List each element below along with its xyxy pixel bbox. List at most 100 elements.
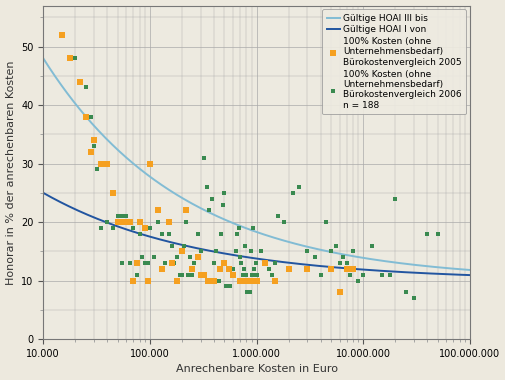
Y-axis label: Honorar in % der anrechenbaren Kosten: Honorar in % der anrechenbaren Kosten (6, 60, 16, 285)
100% Kosten (ohne
Unternehmensbedarf)
Bürokostenvergleich 2006
n = 188 (135, 231, 143, 237)
100% Kosten (ohne
Unternehmensbedarf)
Bürokostenvergleich 2005 (90, 137, 98, 143)
100% Kosten (ohne
Unternehmensbedarf)
Bürokostenvergleich 2006
n = 188 (230, 272, 238, 278)
100% Kosten (ohne
Unternehmensbedarf)
Bürokostenvergleich 2006
n = 188 (154, 219, 162, 225)
100% Kosten (ohne
Unternehmensbedarf)
Bürokostenvergleich 2005 (126, 219, 134, 225)
100% Kosten (ohne
Unternehmensbedarf)
Bürokostenvergleich 2006
n = 188 (235, 254, 243, 260)
100% Kosten (ohne
Unternehmensbedarf)
Bürokostenvergleich 2005 (141, 225, 149, 231)
100% Kosten (ohne
Unternehmensbedarf)
Bürokostenvergleich 2006
n = 188 (167, 242, 175, 249)
100% Kosten (ohne
Unternehmensbedarf)
Bürokostenvergleich 2005 (122, 219, 130, 225)
100% Kosten (ohne
Unternehmensbedarf)
Bürokostenvergleich 2006
n = 188 (234, 225, 242, 231)
Line: Gültige HOAI III bis: Gültige HOAI III bis (43, 58, 469, 270)
100% Kosten (ohne
Unternehmensbedarf)
Bürokostenvergleich 2006
n = 188 (205, 207, 213, 214)
100% Kosten (ohne
Unternehmensbedarf)
Bürokostenvergleich 2005 (58, 32, 66, 38)
100% Kosten (ohne
Unternehmensbedarf)
Bürokostenvergleich 2006
n = 188 (354, 278, 362, 284)
100% Kosten (ohne
Unternehmensbedarf)
Bürokostenvergleich 2006
n = 188 (103, 219, 111, 225)
100% Kosten (ohne
Unternehmensbedarf)
Bürokostenvergleich 2006
n = 188 (132, 272, 140, 278)
100% Kosten (ohne
Unternehmensbedarf)
Bürokostenvergleich 2006
n = 188 (377, 272, 385, 278)
100% Kosten (ohne
Unternehmensbedarf)
Bürokostenvergleich 2006
n = 188 (207, 196, 215, 202)
100% Kosten (ohne
Unternehmensbedarf)
Bürokostenvergleich 2006
n = 188 (224, 283, 232, 290)
Gültige HOAI III bis (271, 236, 277, 240)
100% Kosten (ohne
Unternehmensbedarf)
Bürokostenvergleich 2006
n = 188 (261, 260, 269, 266)
100% Kosten (ohne
Unternehmensbedarf)
Bürokostenvergleich 2006
n = 188 (114, 213, 122, 219)
100% Kosten (ohne
Unternehmensbedarf)
Bürokostenvergleich 2006
n = 188 (237, 260, 245, 266)
100% Kosten (ohne
Unternehmensbedarf)
Bürokostenvergleich 2006
n = 188 (247, 272, 255, 278)
Gültige HOAI I von (456, 272, 462, 277)
100% Kosten (ohne
Unternehmensbedarf)
Bürokostenvergleich 2006
n = 188 (109, 225, 117, 231)
100% Kosten (ohne
Unternehmensbedarf)
Bürokostenvergleich 2005 (103, 160, 111, 166)
100% Kosten (ohne
Unternehmensbedarf)
Bürokostenvergleich 2006
n = 188 (212, 249, 220, 255)
100% Kosten (ohne
Unternehmensbedarf)
Bürokostenvergleich 2006
n = 188 (87, 114, 95, 120)
100% Kosten (ohne
Unternehmensbedarf)
Bürokostenvergleich 2006
n = 188 (210, 260, 218, 266)
100% Kosten (ohne
Unternehmensbedarf)
Bürokostenvergleich 2006
n = 188 (345, 272, 353, 278)
100% Kosten (ohne
Unternehmensbedarf)
Bürokostenvergleich 2005 (135, 219, 143, 225)
Gültige HOAI I von (245, 255, 251, 260)
100% Kosten (ohne
Unternehmensbedarf)
Bürokostenvergleich 2005 (235, 278, 243, 284)
100% Kosten (ohne
Unternehmensbedarf)
Bürokostenvergleich 2005 (154, 207, 162, 214)
100% Kosten (ohne
Unternehmensbedarf)
Bürokostenvergleich 2006
n = 188 (220, 190, 228, 196)
100% Kosten (ohne
Unternehmensbedarf)
Bürokostenvergleich 2005 (224, 266, 232, 272)
100% Kosten (ohne
Unternehmensbedarf)
Bürokostenvergleich 2005 (303, 266, 311, 272)
100% Kosten (ohne
Unternehmensbedarf)
Bürokostenvergleich 2006
n = 188 (231, 249, 239, 255)
100% Kosten (ohne
Unternehmensbedarf)
Bürokostenvergleich 2006
n = 188 (288, 190, 296, 196)
Line: Gültige HOAI I von: Gültige HOAI I von (43, 193, 469, 275)
100% Kosten (ohne
Unternehmensbedarf)
Bürokostenvergleich 2005 (284, 266, 292, 272)
100% Kosten (ohne
Unternehmensbedarf)
Bürokostenvergleich 2005 (97, 160, 105, 166)
100% Kosten (ohne
Unternehmensbedarf)
Bürokostenvergleich 2005 (215, 266, 223, 272)
100% Kosten (ohne
Unternehmensbedarf)
Bürokostenvergleich 2005 (247, 278, 255, 284)
100% Kosten (ohne
Unternehmensbedarf)
Bürokostenvergleich 2005 (220, 260, 228, 266)
100% Kosten (ohne
Unternehmensbedarf)
Bürokostenvergleich 2005 (173, 278, 181, 284)
100% Kosten (ohne
Unternehmensbedarf)
Bürokostenvergleich 2006
n = 188 (193, 231, 201, 237)
100% Kosten (ohne
Unternehmensbedarf)
Bürokostenvergleich 2006
n = 188 (158, 231, 166, 237)
100% Kosten (ohne
Unternehmensbedarf)
Bürokostenvergleich 2005 (118, 219, 126, 225)
100% Kosten (ohne
Unternehmensbedarf)
Bürokostenvergleich 2006
n = 188 (245, 289, 253, 295)
100% Kosten (ohne
Unternehmensbedarf)
Bürokostenvergleich 2005 (114, 219, 122, 225)
100% Kosten (ohne
Unternehmensbedarf)
Bürokostenvergleich 2005 (87, 149, 95, 155)
100% Kosten (ohne
Unternehmensbedarf)
Bürokostenvergleich 2006
n = 188 (359, 272, 367, 278)
100% Kosten (ohne
Unternehmensbedarf)
Bürokostenvergleich 2006
n = 188 (326, 249, 334, 255)
100% Kosten (ohne
Unternehmensbedarf)
Bürokostenvergleich 2006
n = 188 (214, 278, 222, 284)
100% Kosten (ohne
Unternehmensbedarf)
Bürokostenvergleich 2006
n = 188 (129, 225, 137, 231)
100% Kosten (ohne
Unternehmensbedarf)
Bürokostenvergleich 2006
n = 188 (322, 219, 330, 225)
100% Kosten (ohne
Unternehmensbedarf)
Bürokostenvergleich 2006
n = 188 (178, 272, 186, 278)
100% Kosten (ohne
Unternehmensbedarf)
Bürokostenvergleich 2005 (178, 249, 186, 255)
100% Kosten (ohne
Unternehmensbedarf)
Bürokostenvergleich 2006
n = 188 (279, 219, 287, 225)
100% Kosten (ohne
Unternehmensbedarf)
Bürokostenvergleich 2005 (348, 266, 356, 272)
Gültige HOAI III bis (242, 226, 248, 230)
100% Kosten (ohne
Unternehmensbedarf)
Bürokostenvergleich 2006
n = 188 (251, 260, 259, 266)
100% Kosten (ohne
Unternehmensbedarf)
Bürokostenvergleich 2006
n = 188 (150, 254, 158, 260)
100% Kosten (ohne
Unternehmensbedarf)
Bürokostenvergleich 2006
n = 188 (240, 242, 248, 249)
100% Kosten (ohne
Unternehmensbedarf)
Bürokostenvergleich 2005 (342, 266, 350, 272)
Gültige HOAI I von (40, 190, 46, 195)
100% Kosten (ohne
Unternehmensbedarf)
Bürokostenvergleich 2006
n = 188 (164, 231, 172, 237)
Gültige HOAI III bis (245, 227, 251, 231)
100% Kosten (ohne
Unternehmensbedarf)
Bürokostenvergleich 2005 (228, 272, 236, 278)
100% Kosten (ohne
Unternehmensbedarf)
Bürokostenvergleich 2006
n = 188 (249, 266, 257, 272)
Gültige HOAI I von (242, 255, 248, 259)
100% Kosten (ohne
Unternehmensbedarf)
Bürokostenvergleich 2005 (261, 260, 269, 266)
Gültige HOAI III bis (466, 268, 472, 272)
100% Kosten (ohne
Unternehmensbedarf)
Bürokostenvergleich 2006
n = 188 (199, 155, 208, 161)
100% Kosten (ohne
Unternehmensbedarf)
Bürokostenvergleich 2005 (210, 278, 218, 284)
Gültige HOAI III bis (456, 267, 462, 271)
100% Kosten (ohne
Unternehmensbedarf)
Bürokostenvergleich 2006
n = 188 (367, 242, 375, 249)
100% Kosten (ohne
Unternehmensbedarf)
Bürokostenvergleich 2006
n = 188 (227, 266, 235, 272)
100% Kosten (ohne
Unternehmensbedarf)
Bürokostenvergleich 2006
n = 188 (143, 260, 152, 266)
100% Kosten (ohne
Unternehmensbedarf)
Bürokostenvergleich 2005 (164, 219, 172, 225)
100% Kosten (ohne
Unternehmensbedarf)
Bürokostenvergleich 2006
n = 188 (93, 166, 101, 173)
100% Kosten (ohne
Unternehmensbedarf)
Bürokostenvergleich 2006
n = 188 (186, 254, 194, 260)
100% Kosten (ohne
Unternehmensbedarf)
Bürokostenvergleich 2006
n = 188 (182, 219, 190, 225)
100% Kosten (ohne
Unternehmensbedarf)
Bürokostenvergleich 2005 (199, 272, 208, 278)
100% Kosten (ohne
Unternehmensbedarf)
Bürokostenvergleich 2005 (129, 278, 137, 284)
100% Kosten (ohne
Unternehmensbedarf)
Bürokostenvergleich 2006
n = 188 (141, 260, 149, 266)
100% Kosten (ohne
Unternehmensbedarf)
Bürokostenvergleich 2006
n = 188 (338, 254, 346, 260)
100% Kosten (ohne
Unternehmensbedarf)
Bürokostenvergleich 2005 (132, 260, 140, 266)
100% Kosten (ohne
Unternehmensbedarf)
Bürokostenvergleich 2006
n = 188 (303, 249, 311, 255)
Gültige HOAI III bis (389, 260, 395, 264)
100% Kosten (ohne
Unternehmensbedarf)
Bürokostenvergleich 2006
n = 188 (401, 289, 409, 295)
100% Kosten (ohne
Unternehmensbedarf)
Bürokostenvergleich 2006
n = 188 (138, 254, 146, 260)
100% Kosten (ohne
Unternehmensbedarf)
Bürokostenvergleich 2006
n = 188 (170, 260, 178, 266)
100% Kosten (ohne
Unternehmensbedarf)
Bürokostenvergleich 2006
n = 188 (239, 266, 247, 272)
100% Kosten (ohne
Unternehmensbedarf)
Bürokostenvergleich 2006
n = 188 (433, 231, 441, 237)
100% Kosten (ohne
Unternehmensbedarf)
Bürokostenvergleich 2005 (271, 278, 279, 284)
100% Kosten (ohne
Unternehmensbedarf)
Bürokostenvergleich 2005 (196, 272, 205, 278)
